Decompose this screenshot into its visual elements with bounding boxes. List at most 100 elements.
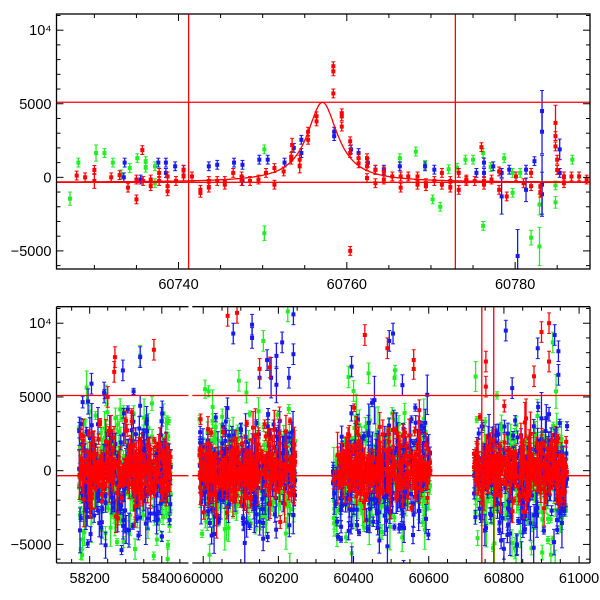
data-point-blue [491,162,495,171]
data-marker [262,231,266,235]
data-point-red [373,179,377,188]
data-point-blue [146,508,150,529]
data-marker [144,159,148,163]
data-marker [524,188,528,192]
data-point-blue [132,388,136,394]
data-point-blue [123,158,127,167]
data-marker [190,174,194,178]
data-marker [86,400,90,404]
data-point-red [126,183,130,192]
data-marker [146,516,150,520]
data-point-red [406,172,410,181]
data-point-red [432,177,436,186]
data-point-red [562,179,566,188]
data-marker [152,348,156,352]
data-marker [365,164,369,168]
data-point-blue [121,360,125,381]
data-marker [155,538,159,542]
data-point-red [112,362,116,383]
data-marker [340,125,344,129]
data-marker [399,186,403,190]
data-marker [145,421,149,425]
data-point-red [448,183,452,192]
data-marker [94,151,98,155]
data-marker [112,370,116,374]
data-marker [118,173,122,177]
data-point-blue [232,158,236,167]
data-marker [130,419,134,423]
data-marker [82,497,86,501]
data-point-blue [138,395,142,416]
data-marker [133,547,137,551]
data-point-green [262,226,266,241]
data-marker [331,69,335,73]
data-point-red [497,185,501,194]
data-marker [83,175,87,179]
data-marker [86,542,90,546]
data-marker [166,557,170,561]
data-marker [159,482,163,486]
data-point-red [348,137,352,146]
data-marker [283,161,287,165]
data-marker [365,156,369,160]
data-marker [138,404,142,408]
data-marker [138,464,142,468]
data-point-red [231,169,235,178]
data-marker [132,464,136,468]
data-marker [215,163,219,167]
y-tick-label: −5000 [11,244,52,260]
data-marker [290,143,294,147]
data-marker [157,171,161,175]
data-marker [331,91,335,95]
data-marker [135,156,139,160]
data-marker [448,186,452,190]
data-marker [153,164,157,168]
data-marker [577,174,581,178]
data-point-green [133,539,137,560]
data-point-red [553,132,557,141]
data-marker [104,543,108,547]
data-marker [160,412,164,416]
data-marker [101,482,105,486]
data-point-red [365,174,369,183]
data-marker [120,496,124,500]
y-tick-label: 10⁴ [29,23,51,39]
data-marker [169,455,173,459]
data-marker [282,169,286,173]
data-marker [118,471,122,475]
data-marker [160,455,164,459]
data-marker [149,469,153,473]
data-point-blue [266,155,270,164]
data-marker [128,468,132,472]
data-marker [89,382,93,386]
data-marker [481,224,485,228]
data-marker [438,205,442,209]
data-point-red [569,172,573,181]
data-marker [123,161,127,165]
data-marker [502,156,506,160]
data-point-blue [207,162,211,171]
data-marker [463,158,467,162]
data-marker [160,489,164,493]
data-marker [500,194,504,198]
data-point-blue [138,347,142,368]
data-point-green [144,163,148,172]
data-marker [81,434,85,438]
data-marker [289,155,293,159]
data-marker [266,158,270,162]
data-marker [507,168,511,172]
data-point-red [331,67,335,76]
data-point-blue [398,162,402,171]
data-marker [133,504,137,508]
data-marker [105,410,109,414]
data-point-blue [81,396,85,408]
data-marker [207,164,211,168]
data-point-blue [524,165,528,174]
data-point-green [502,154,506,163]
top-plot-frame [57,14,591,269]
data-marker [332,134,336,138]
data-marker [82,530,86,534]
data-marker [107,459,111,463]
data-marker [115,540,119,544]
